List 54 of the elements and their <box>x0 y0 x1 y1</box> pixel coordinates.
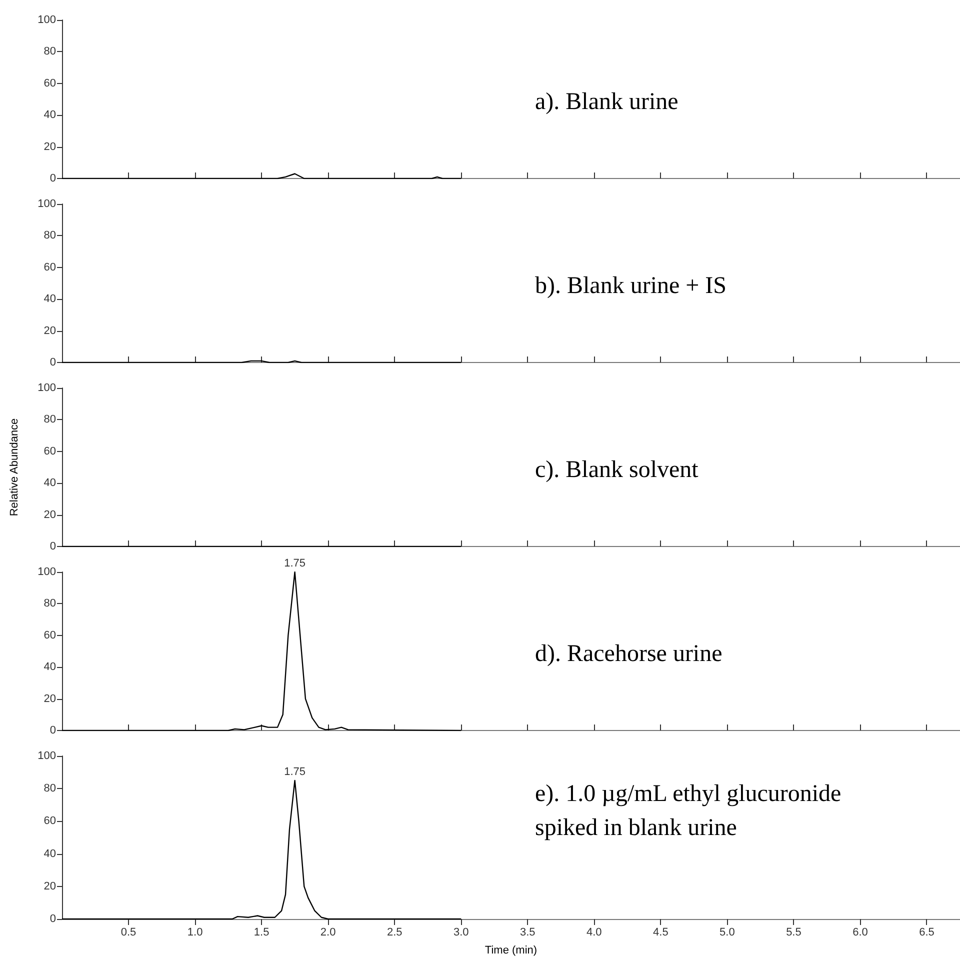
x-tick-label: 4.0 <box>586 926 602 938</box>
y-tick-label: 60 <box>44 629 56 642</box>
x-tick-label: 4.5 <box>653 926 668 938</box>
y-tick-label: 80 <box>44 230 56 242</box>
y-tick-label: 100 <box>38 566 56 578</box>
y-tick-label: 20 <box>44 508 56 521</box>
x-tick-label: 2.5 <box>386 926 402 938</box>
y-tick-label: 40 <box>44 109 56 122</box>
y-tick-label: 20 <box>44 880 56 892</box>
y-tick-label: 80 <box>44 782 56 795</box>
x-tick-label: 3.0 <box>453 926 469 938</box>
y-tick-label: 0 <box>50 172 56 184</box>
y-tick-label: 80 <box>44 598 56 610</box>
text: c). Blank solvent <box>535 457 699 483</box>
line-series <box>61 571 462 732</box>
annotation: 1.75 <box>284 558 306 570</box>
y-tick-label: 20 <box>44 692 56 705</box>
y-tick-label: 0 <box>50 724 56 736</box>
y-tick-label: 40 <box>44 477 56 490</box>
y-tick-label: 0 <box>50 913 56 925</box>
y-tick-label: 60 <box>44 261 56 274</box>
x-tick-label: 1.5 <box>254 926 270 938</box>
x-tick-label: 6.0 <box>852 926 868 938</box>
x-tick-label: 1.0 <box>187 926 203 938</box>
text: e). 1.0 µg/mL ethyl glucuronide spiked in blank urine <box>535 781 848 841</box>
y-tick-label: 100 <box>38 14 56 26</box>
x-tick-label: 6.5 <box>919 926 934 938</box>
y-tick-label: 0 <box>50 540 56 552</box>
y-tick-label: 40 <box>44 293 56 306</box>
line-series <box>61 780 462 920</box>
y-tick-label: 60 <box>44 445 56 458</box>
y-tick-label: 100 <box>38 198 56 210</box>
x-tick-label: 2.0 <box>320 926 336 938</box>
y-tick-label: 40 <box>44 661 56 674</box>
y-tick-label: 0 <box>50 356 56 368</box>
y-tick-label: 100 <box>38 750 56 762</box>
x-tick-label: 0.5 <box>120 926 136 938</box>
x-tick-label: 5.5 <box>786 926 802 938</box>
x-tick-label: 3.5 <box>520 926 536 938</box>
y-tick-label: 100 <box>38 382 56 394</box>
x-tick-label: 5.0 <box>720 926 735 938</box>
y-tick-label: 60 <box>44 77 56 90</box>
y-tick-label: 20 <box>44 324 56 337</box>
text: b). Blank urine + IS <box>535 273 727 299</box>
annotation: 1.75 <box>284 766 306 778</box>
y-axis-title: Relative Abundance <box>8 418 20 516</box>
x-axis-title: Time (min) <box>484 944 538 956</box>
y-tick-label: 60 <box>44 815 56 828</box>
y-tick-label: 80 <box>44 46 56 58</box>
y-tick-label: 80 <box>44 414 56 426</box>
text: a). Blank urine <box>535 89 678 115</box>
text: d). Racehorse urine <box>535 641 722 667</box>
y-tick-label: 20 <box>44 140 56 153</box>
y-tick-label: 40 <box>44 848 56 860</box>
